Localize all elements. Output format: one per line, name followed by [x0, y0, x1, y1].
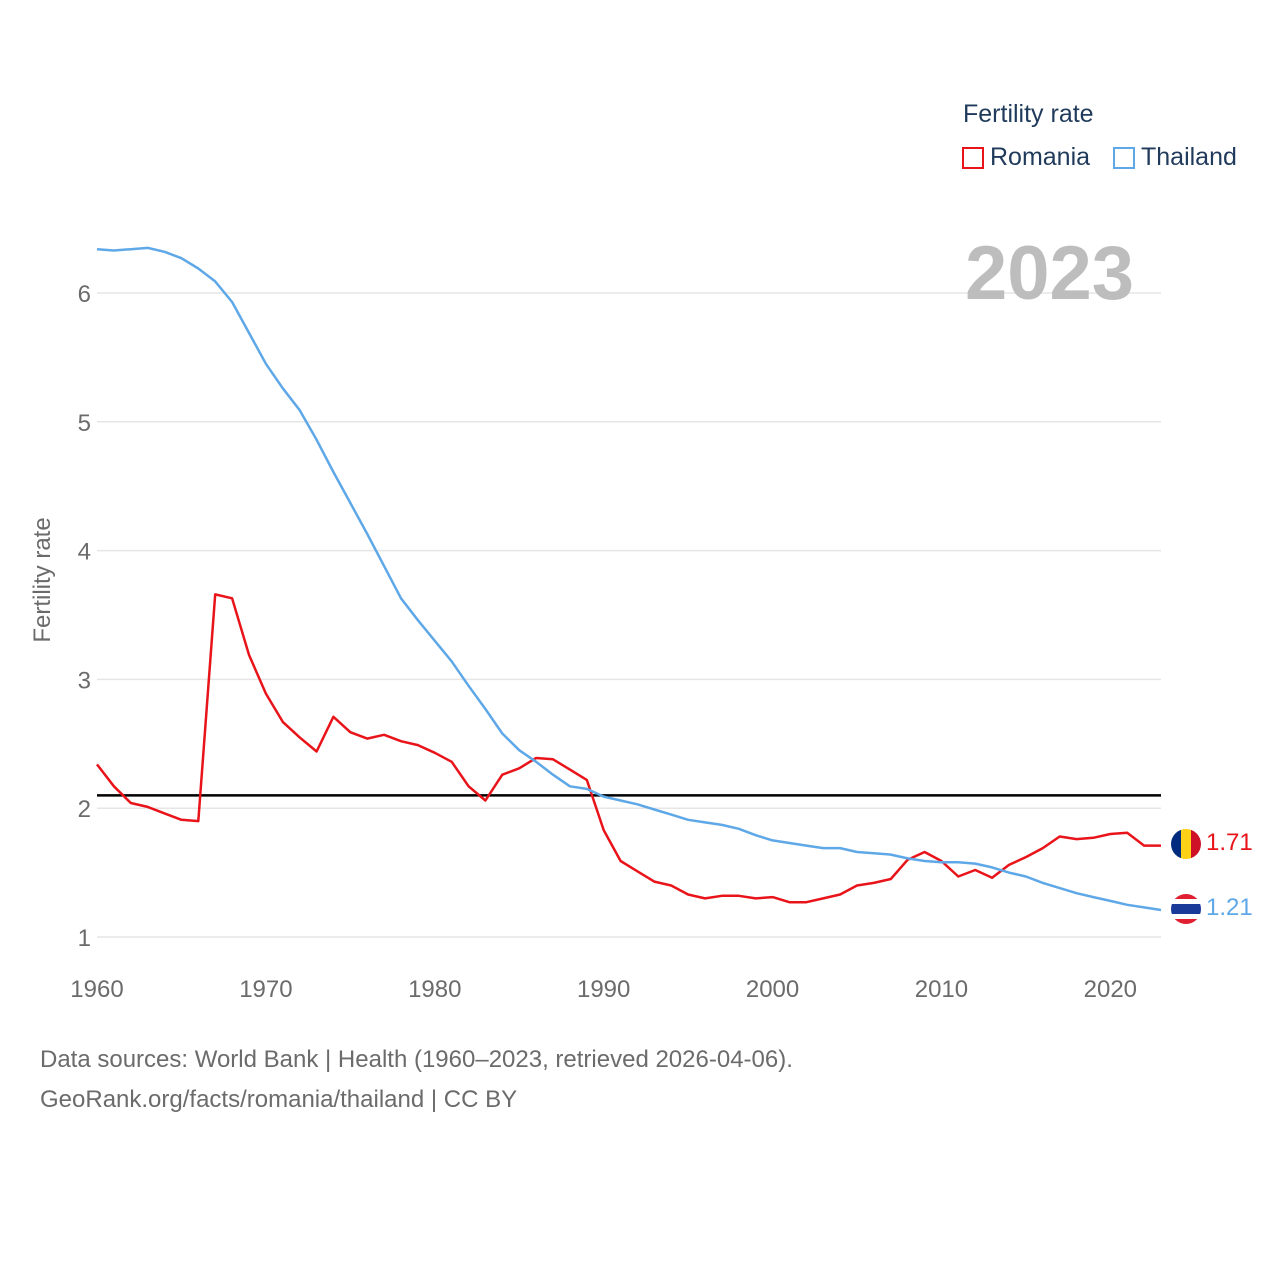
y-tick-label: 6 [78, 281, 91, 308]
end-markers [1171, 829, 1201, 924]
thailand-end-value: 1.21 [1206, 894, 1253, 921]
x-tick-label: 1990 [577, 976, 630, 1003]
legend-title: Fertility rate [963, 100, 1094, 128]
legend-swatch-thailand [1113, 146, 1135, 169]
x-tick-label: 1970 [239, 976, 292, 1003]
x-tick-label: 1960 [70, 976, 123, 1003]
y-tick-label: 2 [78, 796, 91, 823]
x-axis-ticks: 1960 1970 1980 1990 2000 2010 2020 [70, 976, 1137, 1003]
current-year-label: 2023 [965, 231, 1135, 316]
legend-label-thailand: Thailand [1141, 143, 1237, 171]
x-tick-label: 2000 [746, 976, 799, 1003]
gridlines [97, 292, 1161, 938]
thailand-flag-icon [1171, 894, 1201, 924]
series-line-romania[interactable] [96, 593, 1161, 904]
x-tick-label: 2010 [915, 976, 968, 1003]
y-tick-label: 4 [78, 539, 91, 566]
series-lines [96, 246, 1162, 912]
legend-item-romania[interactable]: Romania [962, 143, 1090, 172]
y-axis-label: Fertility rate [29, 517, 56, 642]
y-tick-label: 5 [78, 410, 91, 437]
y-tick-label: 3 [78, 667, 91, 694]
footer-credit[interactable]: GeoRank.org/facts/romania/thailand | CC … [40, 1086, 518, 1113]
legend-label-romania: Romania [990, 143, 1091, 171]
romania-flag-icon [1171, 829, 1201, 859]
legend-item-thailand[interactable]: Thailand [1113, 143, 1237, 172]
x-tick-label: 2020 [1084, 976, 1137, 1003]
y-tick-label: 1 [78, 925, 91, 952]
legend-swatch-romania [962, 146, 984, 169]
romania-end-value: 1.71 [1206, 829, 1253, 856]
y-axis-ticks: 1 2 3 4 5 6 [78, 281, 91, 952]
x-tick-label: 1980 [408, 976, 461, 1003]
series-line-thailand[interactable] [96, 246, 1162, 912]
footer-sources: Data sources: World Bank | Health (1960–… [40, 1046, 793, 1073]
